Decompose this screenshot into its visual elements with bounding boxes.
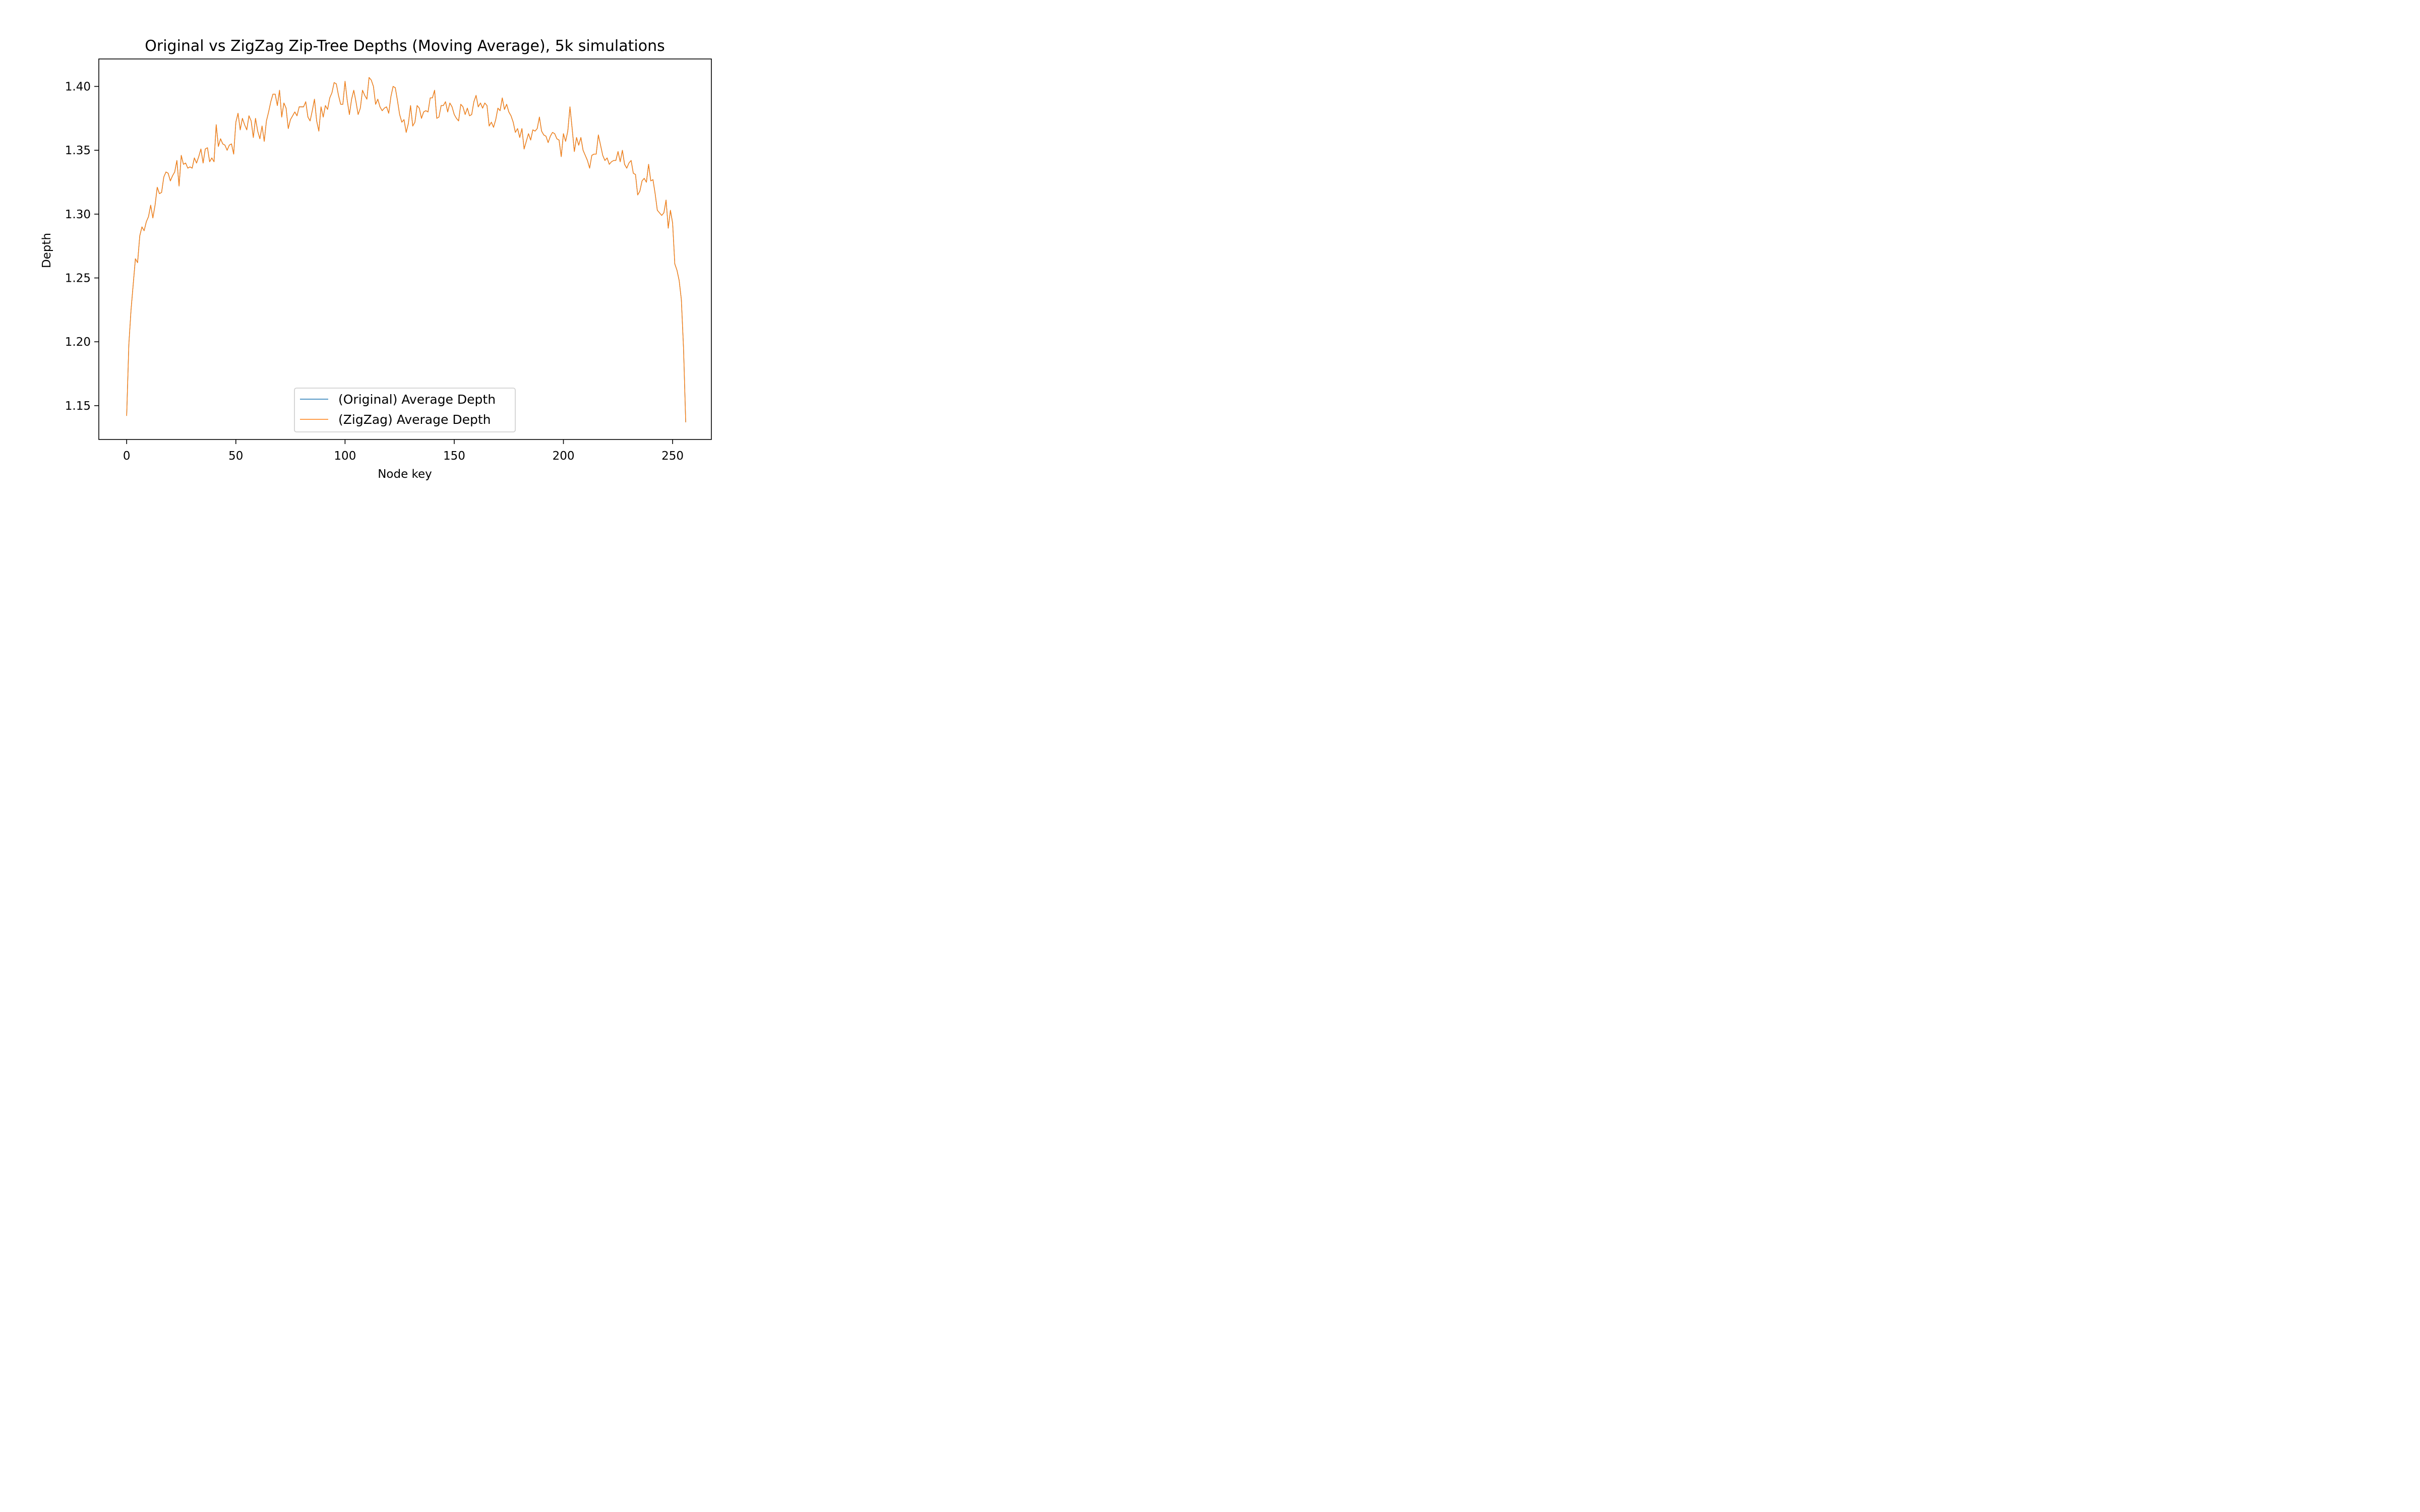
- line-chart: Original vs ZigZag Zip-Tree Depths (Movi…: [0, 0, 779, 487]
- y-axis: 1.15 1.20 1.25 1.30 1.35 1.40: [65, 80, 99, 413]
- series-layer: [126, 77, 686, 422]
- legend-label-zigzag: (ZigZag) Average Depth: [338, 412, 491, 427]
- plot-frame: [98, 58, 712, 440]
- legend-box: [294, 388, 516, 432]
- y-tick-label: 1.25: [65, 272, 91, 285]
- y-tick-label: 1.15: [65, 400, 91, 413]
- x-tick-label: 100: [334, 450, 356, 463]
- y-axis-label: Depth: [40, 233, 53, 268]
- x-axis-label: Node key: [378, 468, 432, 481]
- plot-area: [98, 58, 712, 440]
- legend-entry-original: (Original) Average Depth: [300, 392, 496, 407]
- y-tick-label: 1.20: [65, 336, 91, 349]
- chart-title: Original vs ZigZag Zip-Tree Depths (Movi…: [145, 37, 664, 55]
- y-tick-label: 1.30: [65, 208, 91, 221]
- x-tick-label: 0: [123, 450, 131, 463]
- x-tick-label: 50: [228, 450, 243, 463]
- y-tick-label: 1.35: [65, 144, 91, 157]
- legend-label-original: (Original) Average Depth: [338, 392, 496, 407]
- x-tick-label: 250: [661, 450, 684, 463]
- legend: (Original) Average Depth (ZigZag) Averag…: [294, 388, 516, 432]
- series-line-zigzag: [126, 77, 686, 422]
- x-axis: 0 50 100 150 200 250: [123, 439, 684, 463]
- chart-figure: Original vs ZigZag Zip-Tree Depths (Movi…: [0, 0, 779, 487]
- x-tick-label: 150: [443, 450, 465, 463]
- y-tick-label: 1.40: [65, 80, 91, 93]
- legend-entry-zigzag: (ZigZag) Average Depth: [300, 412, 491, 427]
- x-tick-label: 200: [553, 450, 575, 463]
